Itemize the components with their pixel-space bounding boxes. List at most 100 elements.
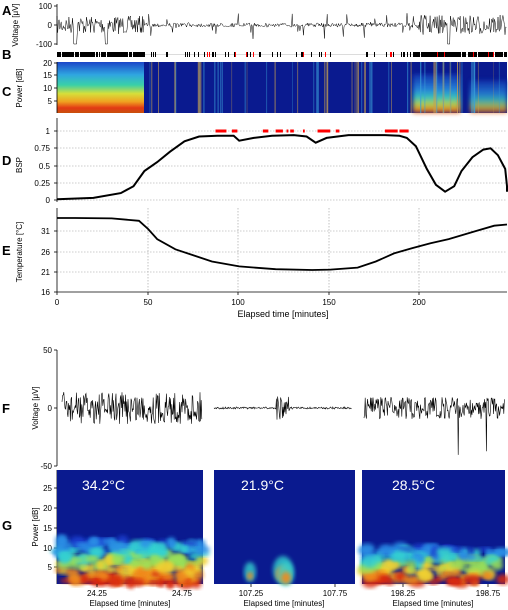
panel-c-burst-streak <box>149 62 151 113</box>
panel-g-power-blob <box>54 567 62 573</box>
panel-b-event-tick <box>71 52 72 57</box>
panel-g-power-blob <box>174 571 187 583</box>
panel-c-burst-streak <box>313 62 315 113</box>
panel-b-event-tick <box>487 52 488 57</box>
panel-c-burst-streak <box>457 62 458 113</box>
panel-b-event-tick <box>422 52 423 57</box>
panel-b-event-tick <box>426 52 427 57</box>
panel-b-event-tick <box>439 52 440 57</box>
panel-g-power-blob <box>70 557 85 563</box>
panel-b-event-tick <box>144 52 145 57</box>
panel-letter-g: G <box>2 518 12 533</box>
panel-b-event-tick <box>483 52 484 57</box>
panel-b-event-tick <box>126 52 127 57</box>
panel-g-3-xtick-a: 198.25 <box>391 589 416 598</box>
panel-b-event-tick <box>72 52 73 57</box>
panel-g-power-blob <box>167 577 174 590</box>
panel-g-power-blob <box>428 580 438 585</box>
panel-g-power-blob <box>101 538 117 545</box>
panel-c-burst-streak <box>471 62 473 113</box>
panel-b-event-tick <box>501 52 502 57</box>
panel-g-power-blob <box>178 555 188 561</box>
panel-b-red-tick <box>209 52 210 57</box>
panel-b-event-tick <box>450 52 451 57</box>
panel-a-ytick-100: 100 <box>39 2 53 11</box>
panel-e-ytick-16: 16 <box>41 288 50 297</box>
panel-g-power-blob <box>165 539 176 547</box>
panel-b-event-tick <box>472 52 473 57</box>
panel-c-high-power-block-3 <box>470 80 507 113</box>
panel-c-burst-streak <box>316 62 317 113</box>
panel-b-event-tick <box>215 52 216 57</box>
panel-b-event-tick <box>311 52 312 57</box>
panel-g-power-blob <box>362 574 381 581</box>
panel-d-ytick-05: 0.5 <box>39 162 51 171</box>
panel-b-event-tick <box>64 52 65 57</box>
panel-e-xtick-0: 0 <box>55 298 60 307</box>
panel-b-event-tick <box>478 52 479 57</box>
panel-b-event-tick <box>502 52 503 57</box>
panel-g-power-blob <box>375 569 389 577</box>
panel-g-power-blob <box>124 556 132 563</box>
panel-g-power-blob <box>148 554 161 563</box>
panel-g-power-blob <box>359 543 375 554</box>
panel-d-bsp-plot: 1 0.75 0.5 0.25 0 BSP <box>15 118 508 205</box>
panel-b-event-tick <box>212 52 213 57</box>
panel-b-event-tick <box>453 52 454 57</box>
panel-c-ytick-5: 5 <box>48 97 53 106</box>
panel-b-event-tick <box>90 52 91 57</box>
panel-c-burst-streak <box>197 62 199 113</box>
panel-g-power-blob <box>107 578 118 587</box>
panel-f-ytick-neg50: -50 <box>40 462 52 471</box>
panel-b-event-tick <box>321 52 322 57</box>
panel-g-power-blob <box>131 578 145 587</box>
panel-b-event-tick <box>446 52 447 57</box>
panel-b-event-tick <box>103 52 104 57</box>
panel-c-burst-streak <box>246 62 248 113</box>
panel-c-burst-streak <box>420 62 422 113</box>
panel-g-power-blob <box>104 554 115 566</box>
panel-c-burst-streak <box>433 62 435 113</box>
panel-b-event-tick <box>166 52 167 57</box>
panel-g-temp-label-1: 34.2°C <box>82 477 125 493</box>
panel-g-power-blob <box>123 576 133 587</box>
panel-b-event-tick <box>140 52 141 57</box>
panel-g-ytick-20: 20 <box>43 504 52 513</box>
panel-g-power-blob <box>447 561 464 568</box>
panel-b-event-tick <box>443 52 444 57</box>
panel-b-event-tick <box>129 52 130 57</box>
panel-b-event-tick <box>485 52 486 57</box>
panel-g-power-blob <box>361 555 379 568</box>
panel-b-event-tick <box>250 52 251 57</box>
panel-b-red-tick <box>437 52 438 57</box>
panel-g-2-xlabel: Elapsed time [minutes] <box>244 599 325 608</box>
panel-d-ylabel: BSP <box>15 157 24 173</box>
panel-c-burst-streak <box>407 62 409 113</box>
panel-b-event-tick <box>88 52 89 57</box>
panel-b-event-tick <box>441 52 442 57</box>
panel-c-burst-streak <box>449 62 451 113</box>
panel-c-burst-streak <box>493 62 494 113</box>
panel-b-event-tick <box>247 52 248 57</box>
panel-g-spectrogram-2-power <box>244 556 294 586</box>
panel-e-temperature-plot: 31 26 21 16 Temperature [°C] 0 50 100 15… <box>15 208 508 319</box>
panel-b-event-tick <box>498 52 499 57</box>
panel-b-event-tick <box>137 52 138 57</box>
panel-b-event-tick <box>260 52 261 57</box>
panel-g-ytick-10: 10 <box>43 544 52 553</box>
panel-b-event-tick <box>121 52 122 57</box>
panel-g-power-blob <box>96 560 104 567</box>
panel-b-event-tick <box>435 52 436 57</box>
panel-b-event-tick <box>404 52 405 57</box>
panel-f-ylabel: Voltage [μV] <box>31 386 40 429</box>
panel-b-event-tick <box>86 52 87 57</box>
panel-b-event-tick <box>447 52 448 57</box>
panel-g-3-xtick-b: 198.75 <box>476 589 501 598</box>
panel-g-power-blob <box>408 560 416 573</box>
panel-f-ytick-50: 50 <box>43 346 52 355</box>
panel-c-burst-streak <box>324 62 326 113</box>
panel-c-burst-streak <box>326 62 329 113</box>
panel-c-burst-streak <box>231 62 233 113</box>
panel-c-burst-streak <box>424 62 426 113</box>
